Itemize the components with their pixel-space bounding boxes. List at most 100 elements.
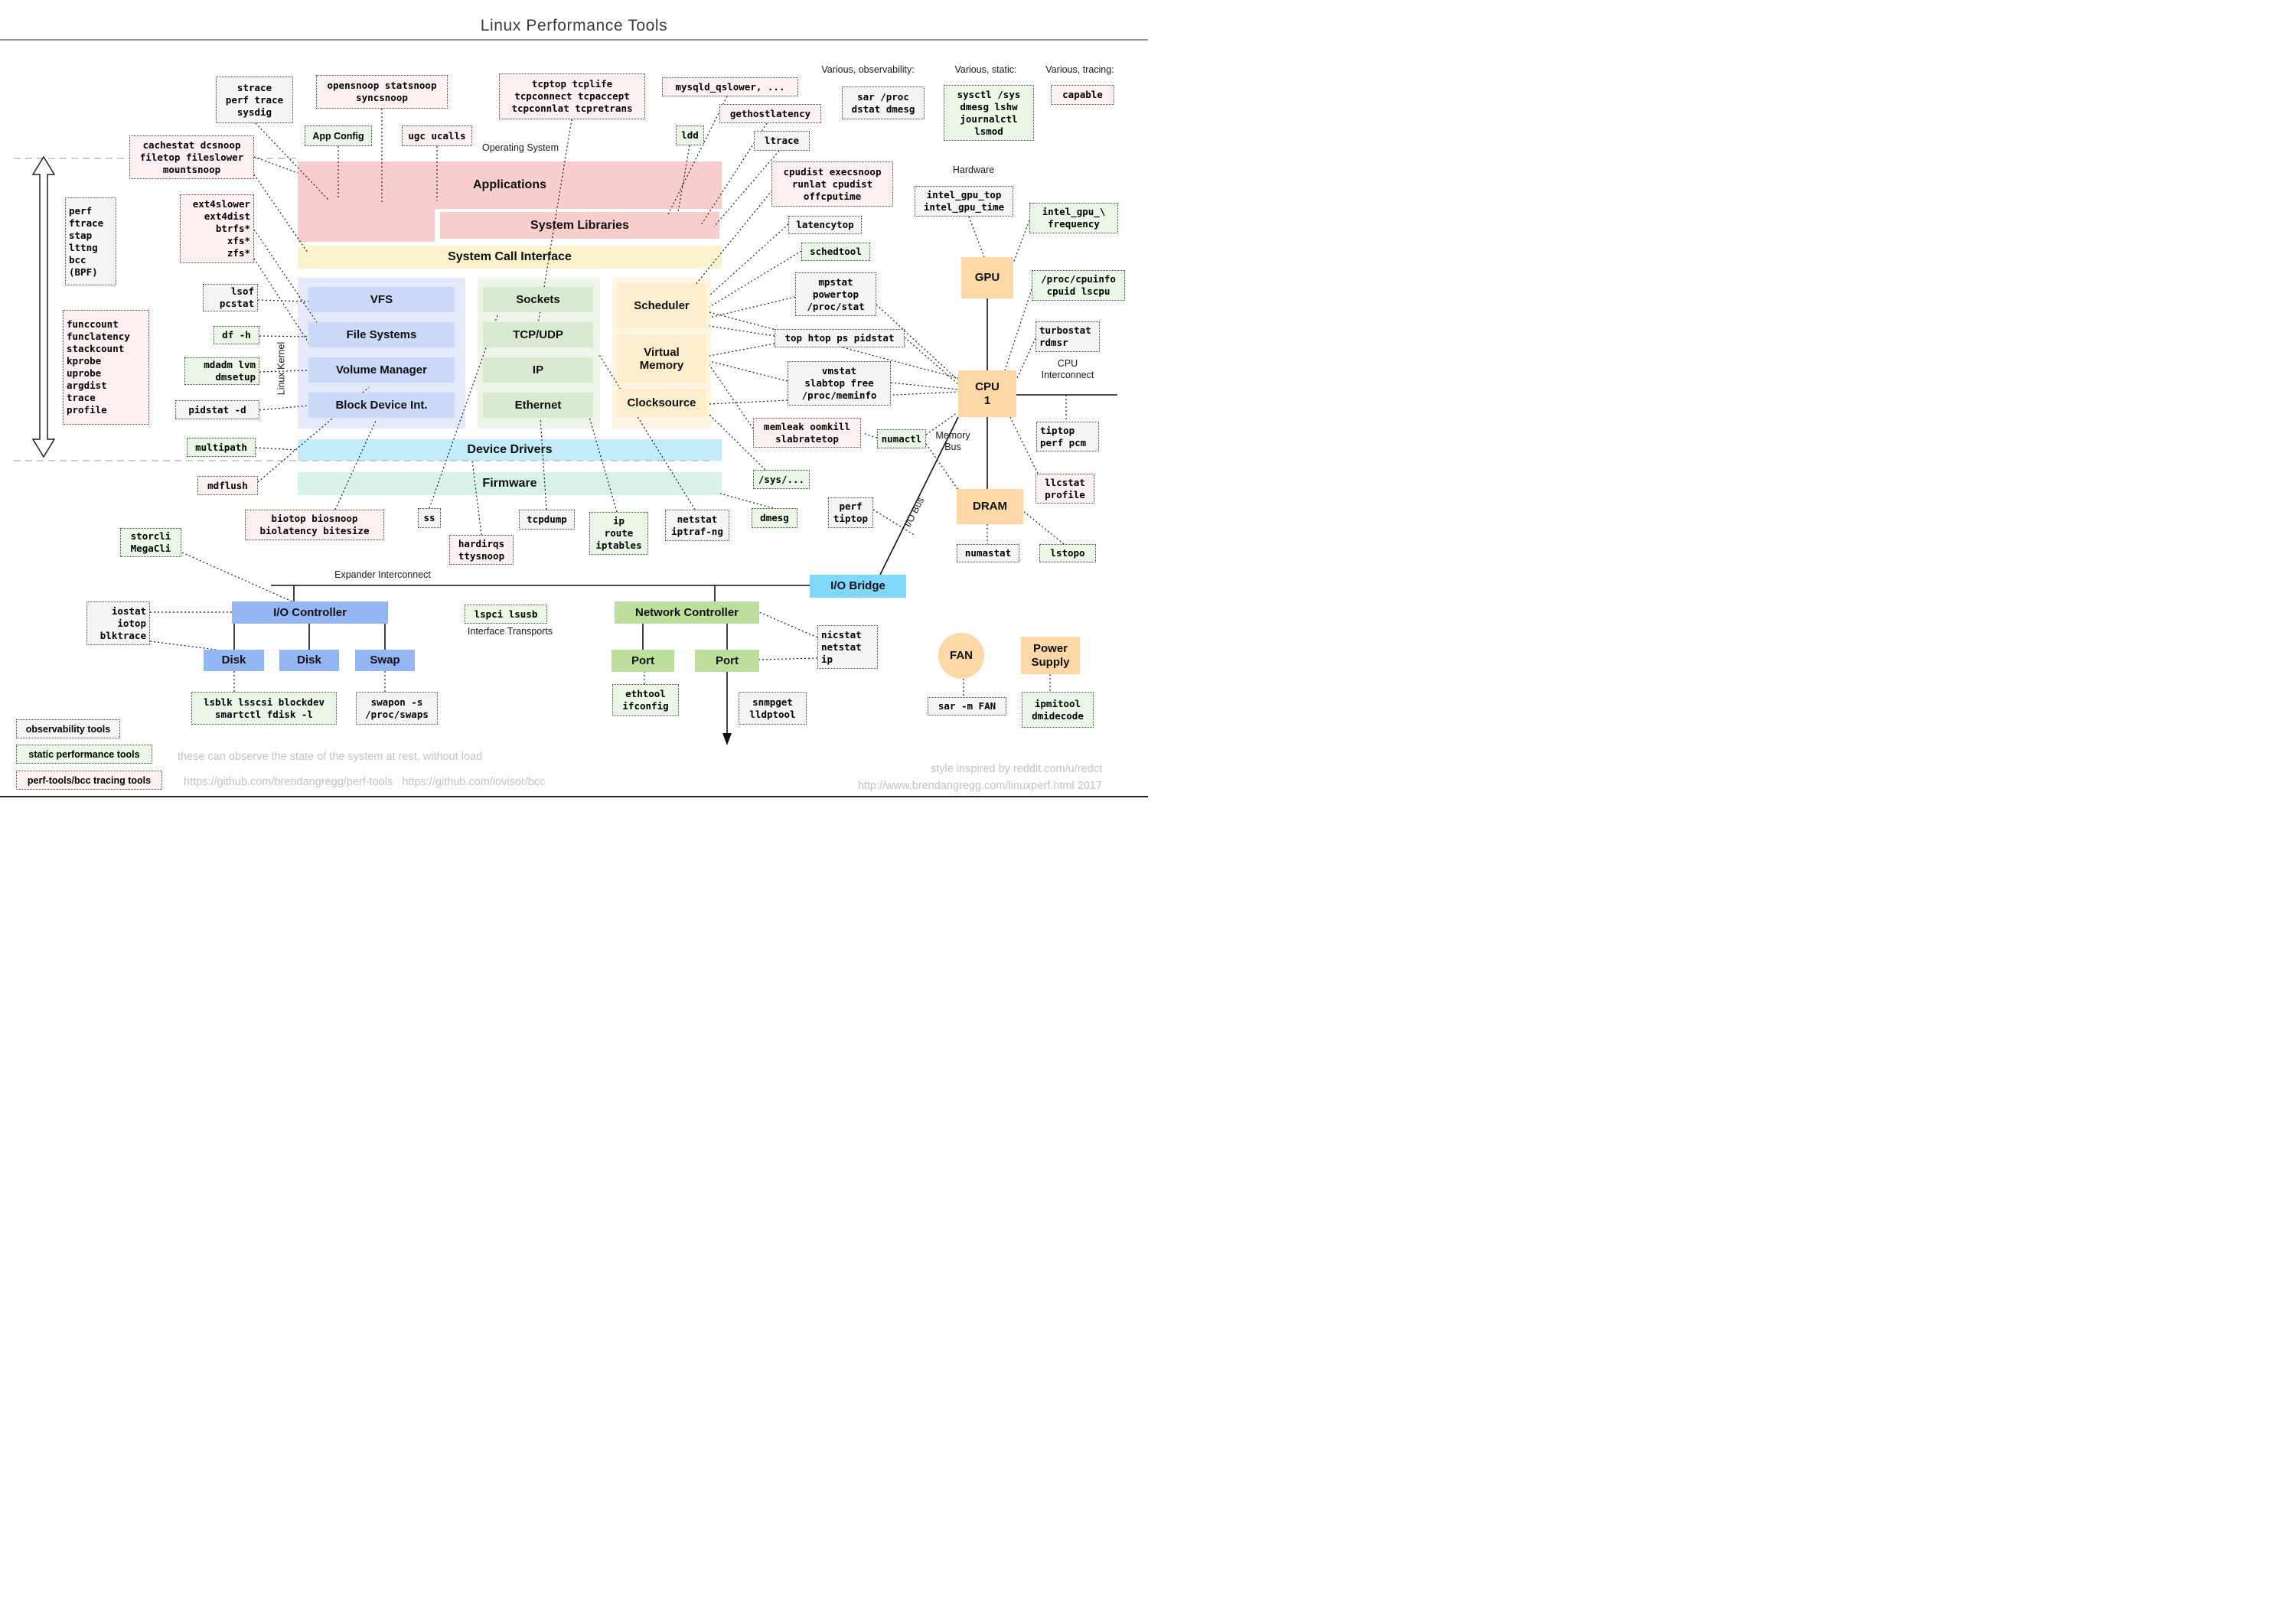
label-hardware: Hardware <box>952 165 995 175</box>
footer-source: http://www.brendangregg.com/linuxperf.ht… <box>857 780 1102 792</box>
tool-lstopo: lstopo <box>1039 544 1096 562</box>
tool-ipmitool: ipmitool dmidecode <box>1022 692 1094 728</box>
tool-pidstat-d: pidstat -d <box>175 400 259 419</box>
page-title: Linux Performance Tools <box>480 17 668 34</box>
tool-tiptop-perf-pcm: tiptop perf pcm <box>1036 422 1099 451</box>
legend-perf-tools-bcc-tracing-tools: perf-tools/bcc tracing tools <box>16 771 162 790</box>
tool-cachestat: cachestat dcsnoop filetop fileslower mou… <box>129 135 254 179</box>
tool-ethtool: ethtool ifconfig <box>612 684 679 716</box>
footer-style-credit: style inspired by reddit.com/u/redct <box>930 763 1102 775</box>
tool-turbostat: turbostat rdmsr <box>1035 321 1100 352</box>
tool-ugc-ucalls: ugc ucalls <box>402 125 472 146</box>
tool-swapon: swapon -s /proc/swaps <box>356 692 438 725</box>
node-vfs: VFS <box>308 287 455 312</box>
tool-ss: ss <box>418 508 441 528</box>
tool-perf-ftrace: perf ftrace stap lttng bcc (BPF) <box>65 197 116 285</box>
tool-biotop: biotop biosnoop biolatency bitesize <box>245 510 384 540</box>
diagram-canvas: Linux Performance Tools <box>0 0 1148 804</box>
label-memory-bus: Memory Bus <box>935 430 970 452</box>
node-block-device-int: Block Device Int. <box>308 393 455 418</box>
node-virtual-memory: Virtual Memory <box>617 334 706 383</box>
tool-perf-tiptop: perf tiptop <box>828 497 873 528</box>
legend-static-performance-tools: static performance tools <box>16 745 152 764</box>
tool-hardirqs: hardirqs ttysnoop <box>449 535 514 565</box>
label-cpu-interconnect: CPU Interconnect <box>1041 358 1094 380</box>
node-io-bridge: I/O Bridge <box>810 575 906 598</box>
tool-funccount: funccount funclatency stackcount kprobe … <box>63 310 149 425</box>
node-port-1: Port <box>612 650 674 672</box>
label-operating-system: Operating System <box>481 142 559 153</box>
tool-app-config: App Config <box>305 125 372 146</box>
tool-multipath: multipath <box>187 438 256 457</box>
tool-ip-route: ip route iptables <box>589 512 648 555</box>
node-io-controller: I/O Controller <box>232 601 388 624</box>
tool-lsof: lsof pcstat <box>203 284 258 311</box>
tool-tcptop: tcptop tcplife tcpconnect tcpaccept tcpc… <box>499 73 645 119</box>
legend-observability-tools: observability tools <box>16 719 120 738</box>
tool-mpstat: mpstat powertop /proc/stat <box>795 272 876 316</box>
tool-top-htop: top htop ps pidstat <box>775 329 905 347</box>
node-clocksource: Clocksource <box>617 389 706 417</box>
node-network-controller: Network Controller <box>615 601 759 624</box>
tool-mdflush: mdflush <box>197 476 258 495</box>
trace-scope-arrow <box>31 155 56 458</box>
tool-numastat: numastat <box>957 544 1019 562</box>
tool-ltrace: ltrace <box>754 131 810 151</box>
tool-df: df -h <box>214 326 259 344</box>
label-interface-transports: Interface Transports <box>467 626 553 637</box>
tool-dmesg: dmesg <box>752 508 797 528</box>
node-system-call-interface: System Call Interface <box>298 246 722 269</box>
label-various-observability: Various, observability: <box>821 64 915 75</box>
label-various-static: Various, static: <box>954 64 1017 75</box>
tool-iostat: iostat iotop blktrace <box>86 601 150 645</box>
tool-schedtool: schedtool <box>801 243 870 261</box>
node-applications: Applications <box>298 161 722 209</box>
tool-vmstat: vmstat slabtop free /proc/meminfo <box>788 361 891 406</box>
node-firmware: Firmware <box>298 472 722 495</box>
tool-llcstat: llcstat profile <box>1035 474 1094 504</box>
tool-gethostlatency: gethostlatency <box>719 104 821 123</box>
tool-lsblk: lsblk lsscsi blockdev smartctl fdisk -l <box>191 692 337 725</box>
label-expander-interconnect: Expander Interconnect <box>334 569 431 580</box>
tool-snmpget: snmpget lldptool <box>739 692 807 725</box>
tool-proc-cpuinfo: /proc/cpuinfo cpuid lscpu <box>1032 270 1125 301</box>
label-various-tracing: Various, tracing: <box>1045 64 1114 75</box>
node-volume-manager: Volume Manager <box>308 357 455 383</box>
connector-lines <box>0 39 1148 797</box>
node-scheduler: Scheduler <box>617 284 706 328</box>
node-tcp-udp: TCP/UDP <box>483 322 593 347</box>
tool-intel-gpu-top: intel_gpu_top intel_gpu_time <box>915 186 1013 217</box>
node-swap: Swap <box>355 650 415 671</box>
tool-ldd: ldd <box>676 125 704 145</box>
tool-capable: capable <box>1051 85 1114 105</box>
label-linux-kernel: Linux Kernel <box>276 341 287 396</box>
tool-sys-path: /sys/... <box>753 470 810 489</box>
node-dram: DRAM <box>957 489 1023 524</box>
node-disk-2: Disk <box>279 650 339 671</box>
node-file-systems: File Systems <box>308 322 455 347</box>
node-fan: FAN <box>938 633 984 679</box>
tool-strace: strace perf trace sysdig <box>216 77 293 123</box>
tool-sar-fan: sar -m FAN <box>928 697 1006 715</box>
tool-netstat-iptraf: netstat iptraf-ng <box>665 510 729 541</box>
node-gpu: GPU <box>961 257 1013 298</box>
tool-ext4slower: ext4slower ext4dist btrfs* xfs* zfs* <box>180 194 254 263</box>
node-disk-1: Disk <box>204 650 264 671</box>
tool-mysqld-qslower: mysqld_qslower, ... <box>662 77 798 96</box>
tool-sysctl: sysctl /sys dmesg lshw journalctl lsmod <box>944 85 1034 141</box>
tool-cpudist: cpudist execsnoop runlat cpudist offcput… <box>771 161 893 207</box>
node-sockets: Sockets <box>483 287 593 312</box>
node-system-libraries: System Libraries <box>440 212 719 239</box>
tool-opensnoop: opensnoop statsnoop syncsnoop <box>316 75 448 109</box>
tool-intel-gpu-frequency: intel_gpu_\ frequency <box>1029 203 1118 233</box>
tool-storcli: storcli MegaCli <box>120 528 181 557</box>
tool-mdadm: mdadm lvm dmsetup <box>184 357 259 385</box>
tool-numactl: numactl <box>877 429 926 448</box>
port-flow-arrowhead <box>722 733 732 745</box>
tool-tcpdump: tcpdump <box>519 510 575 530</box>
node-ip: IP <box>483 357 593 383</box>
footer-note: these can observe the state of the syste… <box>178 751 483 763</box>
node-ethernet: Ethernet <box>483 393 593 418</box>
node-port-2: Port <box>695 650 759 672</box>
tool-nicstat: nicstat netstat ip <box>817 625 878 669</box>
